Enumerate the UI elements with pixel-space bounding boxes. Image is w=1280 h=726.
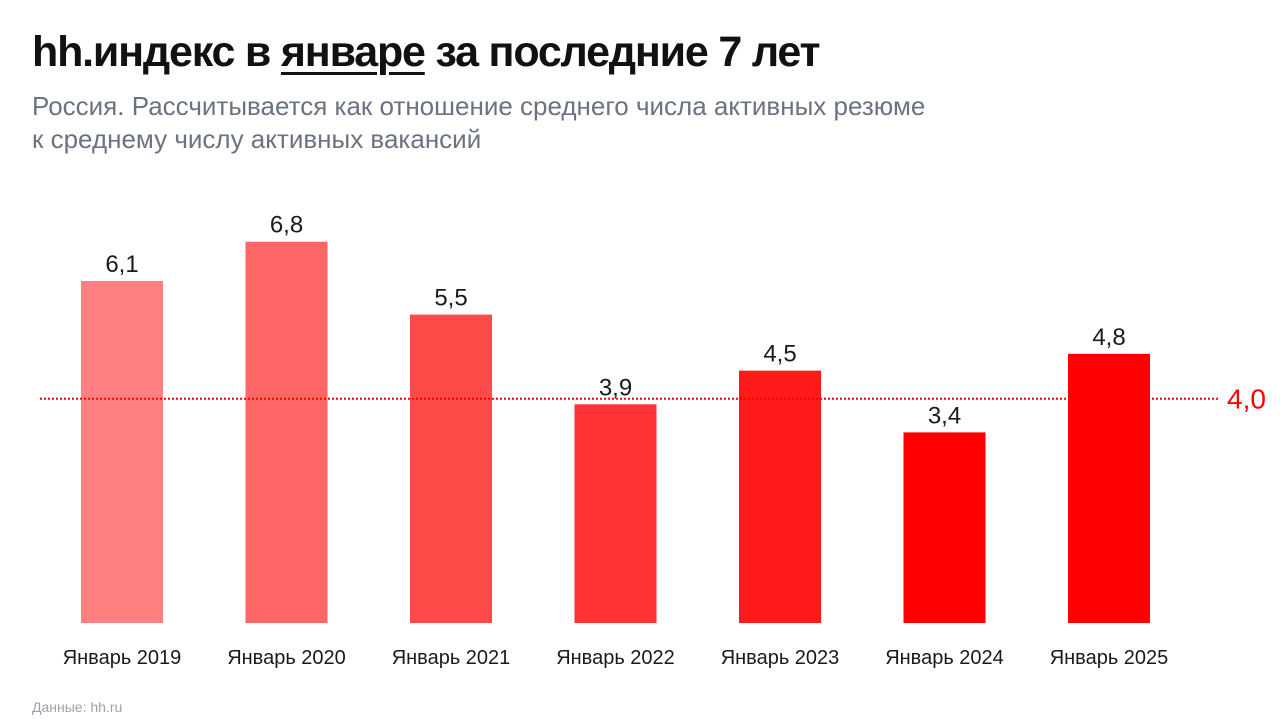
- title-part: hh.индекс в: [32, 28, 281, 76]
- x-tick-label: Январь 2024: [885, 647, 1004, 669]
- reference-line-label: 4,0: [1227, 384, 1266, 415]
- data-label: 4,5: [763, 341, 796, 368]
- chart-title: hh.индекс в январе за последние 7 лет: [32, 28, 821, 77]
- x-tick-label: Январь 2023: [721, 647, 840, 669]
- x-tick-label: Январь 2025: [1050, 647, 1169, 669]
- bar: [903, 432, 986, 623]
- data-label: 3,4: [928, 402, 961, 429]
- data-label: 3,9: [599, 374, 632, 401]
- bar: [245, 241, 328, 623]
- data-label: 5,5: [434, 285, 467, 312]
- x-tick-label: Январь 2019: [63, 647, 182, 669]
- data-source: Данные: hh.ru: [32, 699, 123, 715]
- data-label: 6,1: [105, 251, 138, 278]
- bar: [574, 404, 657, 623]
- x-tick-label: Январь 2022: [556, 647, 675, 669]
- bar: [410, 314, 492, 623]
- x-tick-label: Январь 2021: [392, 647, 511, 669]
- chart-subtitle: Россия. Рассчитывается как отношение сре…: [32, 90, 1132, 156]
- title-underlined-word: январе: [280, 28, 426, 76]
- subtitle-line: Россия. Рассчитывается как отношение сре…: [32, 91, 926, 121]
- data-label: 4,8: [1092, 324, 1125, 351]
- bar: [1068, 353, 1150, 623]
- bar: [81, 280, 163, 623]
- title-part: за последние 7 лет: [424, 28, 820, 76]
- data-label: 6,8: [270, 212, 303, 239]
- bar: [739, 370, 821, 623]
- x-tick-label: Январь 2020: [227, 647, 346, 669]
- subtitle-line: к среднему числу активных вакансий: [32, 124, 482, 154]
